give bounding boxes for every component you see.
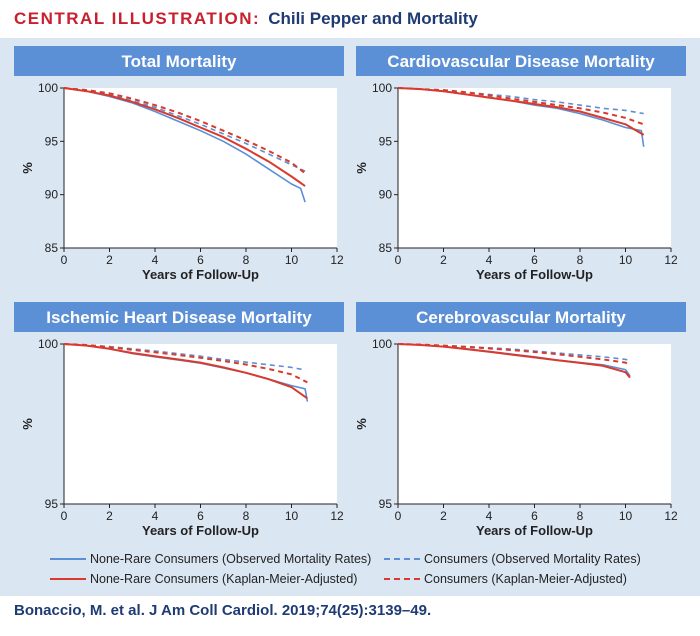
legend-item-none-rare-adjusted: None-Rare Consumers (Kaplan-Meier-Adjust… xyxy=(50,572,357,586)
legend-item-none-rare-observed: None-Rare Consumers (Observed Mortality … xyxy=(50,552,371,566)
y-tick-label: 85 xyxy=(379,241,393,255)
x-tick-label: 10 xyxy=(285,253,299,267)
series-line-4 xyxy=(397,87,645,126)
chart-panel-1: Total Mortality 0 2 4 6 8 10 12 85 90 95 100 Years o… xyxy=(14,46,344,282)
header: CENTRAL ILLUSTRATION: Chili Pepper and M… xyxy=(0,0,700,38)
legend-label: Consumers (Observed Mortality Rates) xyxy=(424,552,641,566)
panel-title-bar xyxy=(14,46,344,76)
series-line-3 xyxy=(397,343,631,379)
y-tick-label: 95 xyxy=(379,134,393,148)
series-line-2 xyxy=(397,87,644,115)
x-tick-label: 6 xyxy=(197,509,204,523)
x-tick-label: 12 xyxy=(664,253,678,267)
y-tick-label: 85 xyxy=(45,241,59,255)
x-tick-label: 4 xyxy=(152,253,159,267)
series-line-4 xyxy=(63,343,308,384)
chart-panel-4: Cerebrovascular Mortality 0 2 4 6 8 10 12 95 100 Y… xyxy=(354,302,686,538)
plot-area xyxy=(64,88,337,248)
series-line-3 xyxy=(397,87,645,136)
series-line-2 xyxy=(397,343,631,362)
legend-label: None-Rare Consumers (Observed Mortality … xyxy=(90,552,372,566)
illustration-banner: CENTRAL ILLUSTRATION: xyxy=(14,9,261,28)
x-tick-label: 6 xyxy=(197,253,204,267)
x-tick-label: 10 xyxy=(619,509,633,523)
legend-label: None-Rare Consumers (Kaplan-Meier-Adjust… xyxy=(90,572,358,586)
x-tick-label: 4 xyxy=(486,253,493,267)
legend-swatch xyxy=(384,558,420,560)
x-axis-label: Years of Follow-Up xyxy=(142,523,259,538)
panel-title: Ischemic Heart Disease Mortality xyxy=(46,308,312,327)
x-tick-label: 6 xyxy=(531,509,538,523)
citation: Bonaccio, M. et al. J Am Coll Cardiol. 2… xyxy=(14,602,432,619)
chart-panel-2: Cardiovascular Disease Mortality 0 2 4 6 8 10 1… xyxy=(354,46,686,282)
chart-panel-3: Ischemic Heart Disease Mortality 0 2 4 6 8 10 1… xyxy=(14,302,344,538)
x-tick-label: 8 xyxy=(577,509,584,523)
series-line-3 xyxy=(63,87,306,187)
x-tick-label: 2 xyxy=(440,253,447,267)
x-axis-label: Years of Follow-Up xyxy=(476,523,593,538)
y-axis-label: % xyxy=(354,162,369,174)
x-tick-label: 4 xyxy=(152,509,159,523)
x-tick-label: 12 xyxy=(330,509,344,523)
legend-swatch xyxy=(50,578,86,580)
y-tick-label: 100 xyxy=(38,81,58,95)
plot-area xyxy=(398,88,671,248)
y-tick-label: 100 xyxy=(372,337,392,351)
x-tick-label: 8 xyxy=(243,253,250,267)
legend-label: Consumers (Kaplan-Meier-Adjusted) xyxy=(424,572,627,586)
series-line-3 xyxy=(63,343,308,400)
panel-title-bar xyxy=(356,46,686,76)
series-line-4 xyxy=(397,343,631,366)
series-line-4 xyxy=(63,87,306,175)
x-tick-label: 0 xyxy=(61,509,68,523)
x-axis-label: Years of Follow-Up xyxy=(142,267,259,282)
panel-title: Cerebrovascular Mortality xyxy=(416,308,626,327)
y-tick-label: 90 xyxy=(45,188,59,202)
series-line-2 xyxy=(63,87,306,172)
x-axis-label: Years of Follow-Up xyxy=(476,267,593,282)
x-tick-label: 8 xyxy=(577,253,584,267)
plot-area xyxy=(64,344,337,504)
panel-title: Total Mortality xyxy=(122,52,237,71)
y-tick-label: 100 xyxy=(38,337,58,351)
x-tick-label: 0 xyxy=(395,253,402,267)
legend-swatch xyxy=(384,578,420,580)
x-tick-label: 4 xyxy=(486,509,493,523)
x-tick-label: 0 xyxy=(395,509,402,523)
y-tick-label: 95 xyxy=(45,497,59,511)
plot-area xyxy=(398,344,671,504)
panel-title-bar xyxy=(356,302,686,332)
x-tick-label: 12 xyxy=(664,509,678,523)
panel-title-bar xyxy=(14,302,344,332)
x-tick-label: 2 xyxy=(106,509,113,523)
x-tick-label: 10 xyxy=(285,509,299,523)
legend: None-Rare Consumers (Observed Mortality … xyxy=(0,546,700,594)
x-tick-label: 2 xyxy=(106,253,113,267)
series-line-2 xyxy=(63,343,304,371)
x-tick-label: 12 xyxy=(330,253,344,267)
y-tick-label: 95 xyxy=(379,497,393,511)
x-tick-label: 8 xyxy=(243,509,250,523)
x-tick-label: 6 xyxy=(531,253,538,267)
legend-item-consumers-adjusted: Consumers (Kaplan-Meier-Adjusted) xyxy=(384,572,627,586)
legend-item-consumers-observed: Consumers (Observed Mortality Rates) xyxy=(384,552,641,566)
x-tick-label: 10 xyxy=(619,253,633,267)
x-tick-label: 2 xyxy=(440,509,447,523)
y-axis-label: % xyxy=(20,162,35,174)
y-axis-label: % xyxy=(354,418,369,430)
y-tick-label: 90 xyxy=(379,188,393,202)
legend-swatch xyxy=(50,558,86,560)
y-axis-label: % xyxy=(20,418,35,430)
x-tick-label: 0 xyxy=(61,253,68,267)
y-tick-label: 95 xyxy=(45,134,59,148)
panel-title: Cardiovascular Disease Mortality xyxy=(387,52,655,71)
illustration-subtitle: Chili Pepper and Mortality xyxy=(268,9,478,28)
y-tick-label: 100 xyxy=(372,81,392,95)
